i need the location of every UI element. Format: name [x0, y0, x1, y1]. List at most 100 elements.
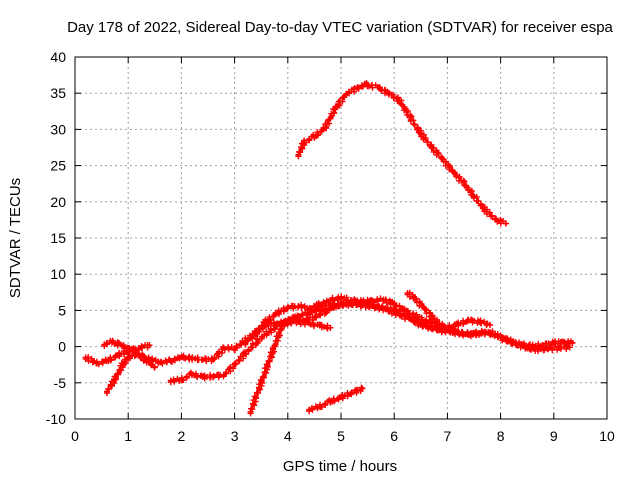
data-point [295, 151, 302, 158]
x-tick-label: 4 [284, 428, 292, 444]
data-point [274, 323, 281, 330]
data-point [316, 403, 323, 410]
data-point [481, 206, 488, 213]
data-point [545, 345, 552, 352]
y-tick-label: -10 [46, 411, 66, 427]
data-point [322, 124, 329, 131]
data-point [439, 155, 446, 162]
series-arc-2 [101, 317, 334, 367]
data-point [449, 329, 456, 336]
data-point [146, 342, 153, 349]
data-point [231, 345, 238, 352]
y-tick-label: 30 [50, 121, 66, 137]
data-point [189, 355, 196, 362]
x-tick-label: 2 [178, 428, 186, 444]
data-point [460, 179, 467, 186]
data-point [396, 311, 403, 318]
data-point [210, 356, 217, 363]
x-tick-label: 3 [231, 428, 239, 444]
data-point [359, 385, 366, 392]
x-axis-label: GPS time / hours [283, 458, 397, 475]
data-point [343, 300, 350, 307]
x-tick-label: 9 [550, 428, 558, 444]
y-axis-label: SDTVAR / TECUs [7, 178, 24, 298]
data-point [247, 408, 254, 415]
data-point [252, 330, 259, 337]
data-point [420, 304, 427, 311]
data-point [476, 318, 483, 325]
data-point [444, 326, 451, 333]
data-point [465, 317, 472, 324]
data-point [327, 324, 334, 331]
data-point [471, 330, 477, 337]
x-tick-label: 1 [124, 428, 132, 444]
data-point [311, 133, 318, 140]
data-point [534, 346, 541, 353]
series-arc-7 [404, 289, 451, 333]
data-point [513, 340, 520, 347]
data-point [439, 327, 446, 334]
data-point [322, 308, 329, 315]
data-point [343, 90, 350, 97]
data-point [199, 356, 206, 363]
data-point [82, 354, 89, 361]
series-arc-3 [103, 349, 158, 397]
data-point [133, 350, 140, 357]
data-point [109, 338, 116, 345]
data-point [220, 371, 227, 378]
data-point [338, 294, 344, 301]
data-point [502, 220, 509, 227]
data-point [486, 321, 493, 328]
data-point [316, 322, 323, 329]
data-point [502, 336, 509, 343]
data-point [492, 216, 499, 223]
data-point [569, 339, 576, 346]
series-arc-6 [247, 299, 573, 417]
data-point [428, 313, 435, 320]
data-point [263, 318, 270, 325]
data-point [300, 317, 307, 324]
data-point [524, 345, 531, 352]
data-point [101, 341, 108, 348]
data-point [327, 297, 334, 304]
data-point [93, 360, 100, 367]
data-point [189, 371, 196, 378]
data-point [380, 296, 387, 303]
series-arc-8 [306, 384, 366, 415]
data-point [417, 321, 424, 328]
data-point [231, 361, 238, 368]
data-point [284, 304, 291, 311]
data-point [492, 332, 499, 339]
data-point [338, 394, 344, 401]
data-point [103, 388, 110, 395]
data-point [412, 295, 419, 302]
y-tick-label: 25 [50, 158, 66, 174]
data-point [375, 304, 382, 311]
data-point [220, 345, 227, 352]
data-point [125, 354, 132, 361]
data-point [210, 373, 217, 380]
data-point [353, 301, 360, 308]
data-point [268, 350, 275, 357]
data-point [556, 345, 563, 352]
data-point [300, 139, 307, 146]
y-tick-label: 35 [50, 85, 66, 101]
y-tick-label: 5 [58, 302, 66, 318]
data-point [404, 290, 411, 297]
plus-markers [101, 317, 334, 367]
data-point [263, 330, 270, 337]
series-arc-9 [295, 80, 509, 227]
data-point [306, 406, 313, 413]
data-point [481, 329, 488, 336]
x-tick-label: 0 [71, 428, 79, 444]
data-point [167, 377, 174, 384]
data-point [460, 330, 467, 337]
y-tick-label: -5 [54, 375, 67, 391]
data-point [471, 193, 477, 200]
data-point [258, 379, 265, 386]
series-arc-4 [167, 299, 493, 386]
chart-title: Day 178 of 2022, Sidereal Day-to-day VTE… [67, 19, 613, 36]
data-point [455, 321, 462, 328]
data-point [316, 301, 323, 308]
data-point [157, 359, 164, 366]
